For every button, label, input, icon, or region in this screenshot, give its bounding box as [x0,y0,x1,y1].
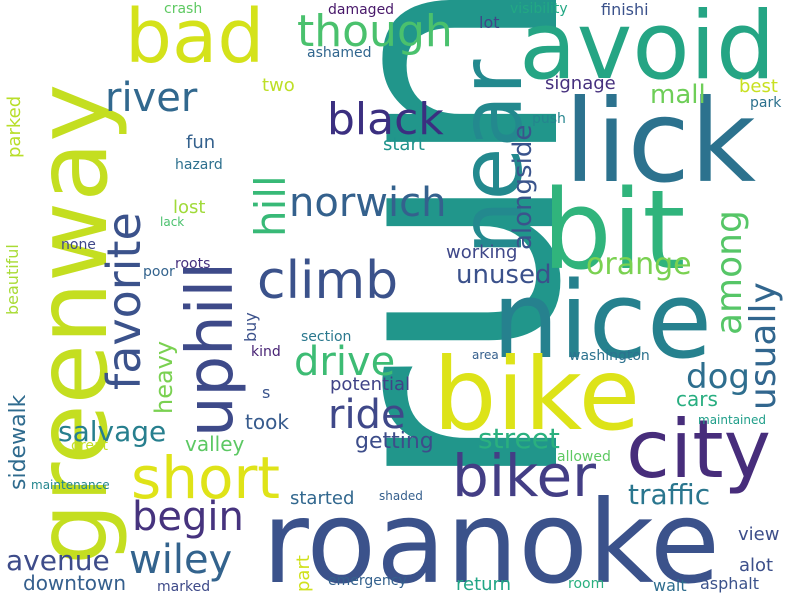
word: beautiful [3,244,22,315]
word: salvage [58,415,167,448]
word: bit [542,166,686,294]
word: push [532,111,566,127]
word: s [262,383,271,402]
word: dog [686,357,750,397]
word: maintenance [31,478,110,492]
word: took [245,410,289,434]
word: getting [355,429,434,454]
word: hill [246,175,295,237]
word: damaged [328,2,395,18]
word: part [293,555,314,592]
word: crash [164,1,203,17]
word: two [262,75,295,96]
word: poor [143,264,175,280]
word: allowed [557,449,611,465]
word: emergency [328,573,407,589]
word: visibility [510,1,568,17]
word: signage [545,73,616,94]
word: park [750,95,782,111]
word: washington [569,348,650,364]
word: city [626,403,771,496]
word: black [327,94,444,145]
word: lost [173,197,206,218]
word: ride [328,392,406,438]
word: alongside [508,124,538,250]
word: lot [479,13,500,32]
word: roots [175,256,211,272]
word: finishi [601,0,649,19]
word: wiley [129,537,233,583]
word: section [301,329,352,345]
word: shaded [379,489,423,503]
word: short [131,444,281,512]
word: buy [241,312,260,342]
word: norwich [289,180,447,226]
word: best [739,76,778,97]
word: parked [4,95,25,158]
word: view [738,524,780,545]
word: roanoke [262,476,721,600]
word: fun [186,132,216,153]
word: sidewalk [6,394,31,490]
word: traffic [628,478,711,511]
word: start [383,134,425,155]
word: return [456,574,512,595]
word: hazard [175,157,223,173]
word: bad [125,0,265,80]
word: room [568,576,605,592]
word: orange [586,247,692,282]
word: favorite [97,212,151,390]
word: river [105,75,198,121]
word: marked [157,579,211,595]
word: avoid [519,0,776,101]
word: mall [650,80,706,110]
word: ashamed [307,45,372,61]
word: potential [330,374,411,395]
word: bike [433,336,641,453]
word: maintained [698,413,766,427]
word: begin [132,494,244,540]
word: started [290,488,355,509]
word: lack [160,215,185,229]
word: downtown [23,571,127,595]
word: drive [294,339,396,385]
word: area [472,348,499,362]
word: avenue [6,544,110,577]
word: valley [185,432,245,456]
word: nice [492,259,713,382]
word: unused [456,260,552,290]
word: heavy [150,340,178,414]
word: alot [739,555,774,576]
word: working [446,242,518,263]
word: climb [257,251,399,311]
word: wait [653,576,687,595]
word: great [71,438,109,454]
word: none [61,237,96,253]
word: usually [743,282,784,410]
word: asphalt [700,574,759,593]
word: though [297,6,453,57]
word: kind [251,344,281,360]
word: uphill [174,261,248,437]
word: cars [676,387,718,411]
word: biker [452,442,596,510]
word: street [478,422,560,455]
word: lick [564,75,757,208]
